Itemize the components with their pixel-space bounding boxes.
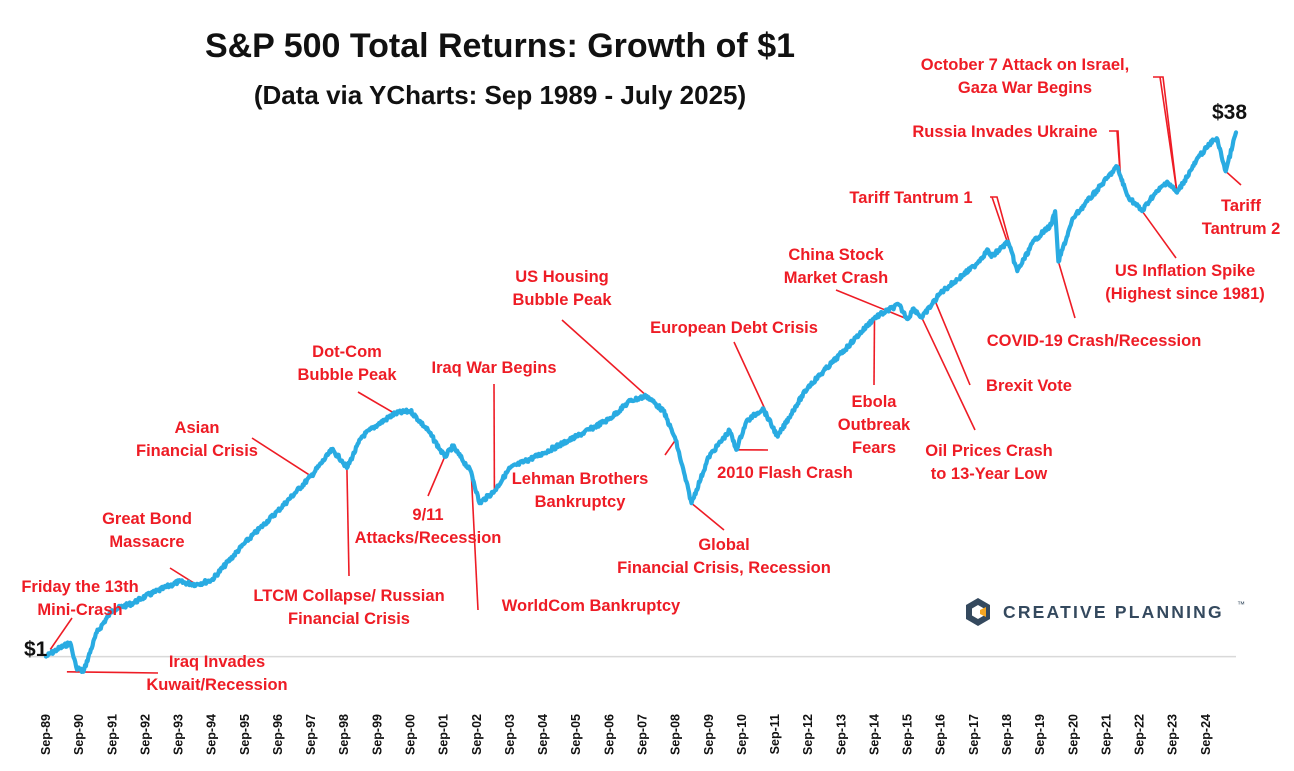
annotation-label: Russia Invades Ukraine	[912, 123, 1097, 141]
annotation-leader	[690, 502, 725, 531]
annotation-label: October 7 Attack on Israel, Gaza War Begi…	[921, 56, 1129, 97]
annotation-label: Tariff Tantrum 2	[1202, 197, 1281, 238]
annotation-leader	[873, 317, 876, 386]
annotation-leader	[835, 289, 908, 320]
annotation-label: China Stock Market Crash	[784, 246, 889, 287]
annotation-leader	[934, 300, 971, 386]
x-tick-label: Sep-04	[536, 714, 550, 755]
annotation-leader-elbow	[1153, 76, 1178, 193]
annotation-label: Global Financial Crisis, Recession	[617, 536, 831, 577]
annotation-label: COVID-19 Crash/Recession	[987, 332, 1202, 350]
annotation-label: WorldCom Bankruptcy	[502, 597, 681, 615]
x-tick-label: Sep-24	[1199, 714, 1213, 755]
x-tick-label: Sep-99	[370, 714, 384, 755]
annotation-label: Iraq Invades Kuwait/Recession	[146, 653, 287, 694]
x-tick-label: Sep-21	[1099, 714, 1113, 755]
x-tick-label: Sep-00	[404, 714, 418, 755]
annotation-label: US Inflation Spike (Highest since 1981)	[1105, 262, 1265, 303]
x-tick-label: Sep-06	[602, 714, 616, 755]
annotation-leader	[357, 391, 396, 415]
end-value-label: $38	[1212, 101, 1247, 124]
x-tick-label: Sep-97	[304, 714, 318, 755]
annotation-label: 9/11 Attacks/Recession	[355, 506, 502, 547]
x-tick-label: Sep-05	[569, 714, 583, 755]
x-tick-label: Sep-17	[967, 714, 981, 755]
annotation-label: Iraq War Begins	[432, 359, 557, 377]
chart-subtitle: (Data via YCharts: Sep 1989 - July 2025)	[254, 80, 746, 110]
series-line	[43, 130, 1239, 674]
annotation-label: US Housing Bubble Peak	[512, 268, 612, 309]
x-tick-label: Sep-93	[172, 714, 186, 755]
brand-name: CREATIVE PLANNING	[1003, 602, 1224, 622]
x-tick-label: Sep-18	[1000, 714, 1014, 755]
x-tick-label: Sep-16	[934, 714, 948, 755]
x-tick-label: Sep-96	[271, 714, 285, 755]
annotation-leaders	[49, 76, 1242, 674]
x-tick-label: Sep-03	[503, 714, 517, 755]
annotation-label: Friday the 13th Mini-Crash	[21, 578, 138, 619]
annotation-leader	[921, 317, 976, 431]
annotation-leader	[1225, 170, 1242, 186]
x-tick-label: Sep-02	[470, 714, 484, 755]
annotation-label: Lehman Brothers Bankruptcy	[512, 470, 649, 511]
x-tick-label: Sep-11	[768, 714, 782, 754]
x-tick-label: Sep-20	[1066, 714, 1080, 755]
x-tick-label: Sep-08	[669, 714, 683, 755]
annotation-leader	[664, 439, 677, 456]
annotation-leader	[251, 437, 312, 477]
start-value-label: $1	[24, 638, 48, 661]
annotation-leader	[346, 467, 350, 577]
annotation-label: Dot-Com Bubble Peak	[297, 343, 397, 384]
x-tick-label: Sep-12	[801, 714, 815, 755]
annotation-label: Asian Financial Crisis	[136, 419, 258, 460]
annotation-label: LTCM Collapse/ Russian Financial Crisis	[253, 587, 444, 628]
x-tick-label: Sep-91	[105, 714, 119, 755]
annotation-label: Oil Prices Crash to 13-Year Low	[925, 442, 1052, 483]
annotation-label: Great Bond Massacre	[102, 510, 192, 551]
x-axis-ticks: Sep-89 Sep-90 Sep-91 Sep-92 Sep-93 Sep-94 Sep-…	[39, 714, 1213, 755]
brand-logo-icon	[966, 598, 990, 626]
x-tick-label: Sep-19	[1033, 714, 1047, 755]
brand-trademark: ™	[1237, 600, 1245, 609]
x-tick-label: Sep-23	[1166, 714, 1180, 755]
x-tick-label: Sep-01	[437, 714, 451, 755]
annotation-label: Tariff Tantrum 1	[849, 189, 972, 207]
x-tick-label: Sep-10	[735, 714, 749, 755]
annotation-leader	[49, 617, 73, 650]
x-tick-label: Sep-95	[238, 714, 252, 755]
annotation-label: Ebola Outbreak Fears	[838, 393, 911, 457]
x-tick-label: Sep-90	[72, 714, 86, 755]
annotation-leader	[169, 567, 197, 586]
x-tick-label: Sep-22	[1133, 714, 1147, 755]
x-tick-label: Sep-94	[205, 714, 219, 755]
chart-title: S&P 500 Total Returns: Growth of $1	[205, 27, 795, 65]
x-tick-label: Sep-13	[834, 714, 848, 755]
annotation-leader	[427, 456, 446, 497]
x-tick-label: Sep-89	[39, 714, 53, 755]
annotation-leader	[1057, 261, 1076, 319]
annotation-label: 2010 Flash Crash	[717, 464, 853, 482]
x-tick-label: Sep-09	[702, 714, 716, 755]
annotation-leader	[561, 319, 648, 397]
x-tick-label: Sep-92	[138, 714, 152, 755]
annotation-leader	[470, 471, 479, 611]
brand-logo: CREATIVE PLANNING ™	[966, 598, 1245, 626]
x-tick-label: Sep-07	[636, 714, 650, 755]
annotation-label: Brexit Vote	[986, 377, 1072, 395]
x-tick-label: Sep-14	[868, 714, 882, 755]
annotation-label: European Debt Crisis	[650, 319, 818, 337]
x-tick-label: Sep-15	[901, 714, 915, 755]
x-tick-label: Sep-98	[337, 714, 351, 755]
annotation-leader-elbow	[1109, 130, 1122, 182]
annotation-leader	[1141, 210, 1177, 259]
